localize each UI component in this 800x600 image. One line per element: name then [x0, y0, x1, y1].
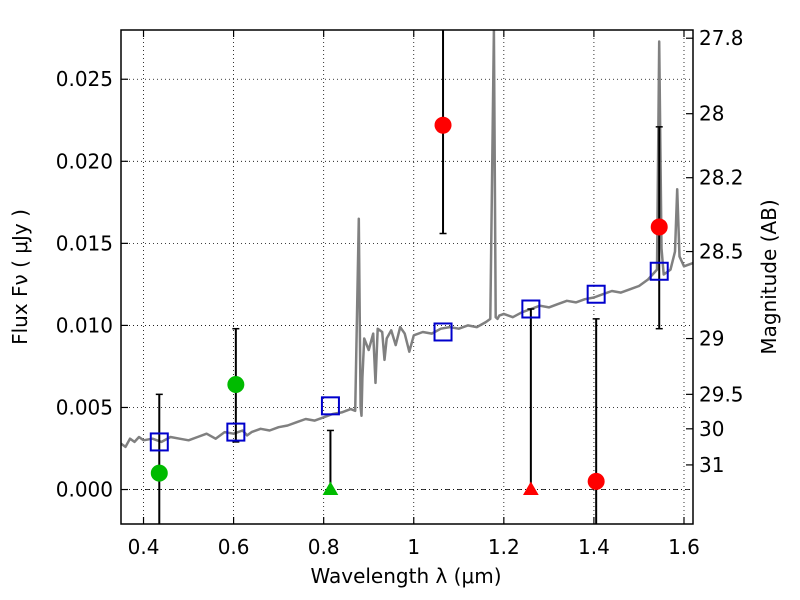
upper-limit-marker: [322, 481, 339, 496]
x-tick-label: 0.8: [308, 535, 340, 559]
y-tick-label: 0.010: [56, 313, 113, 337]
x-axis-label: Wavelength λ (μm): [310, 564, 501, 588]
magnitude-tick-label: 31: [699, 453, 724, 477]
x-tick-label: 1.2: [488, 535, 520, 559]
x-tick-label: 1.6: [668, 535, 700, 559]
y-tick-label: 0.020: [56, 149, 113, 173]
model-point-marker: [649, 261, 669, 281]
template-spectrum-line: [121, 30, 693, 449]
model-point-marker: [521, 299, 541, 319]
x-tick-label: 0.6: [218, 535, 250, 559]
magnitude-tick-label: 28.5: [699, 240, 744, 264]
observed-point-marker: [587, 472, 605, 490]
ticks: 0.4 0.6 0.8 1 1.2 1.4 1.6 0.000 0.005 0.010 0.015 0…: [56, 26, 744, 559]
observed-point-marker: [650, 218, 668, 236]
magnitude-tick-label: 28: [699, 102, 724, 126]
magnitude-tick-label: 29.5: [699, 382, 744, 406]
y-tick-label: 0.015: [56, 231, 113, 255]
x-tick-label: 1: [407, 535, 420, 559]
data-layer: [121, 30, 693, 524]
magnitude-tick-label: 29: [699, 327, 724, 351]
model-point-marker: [433, 322, 453, 342]
magnitude-tick-label: 28.2: [699, 166, 744, 190]
observed-point-marker: [434, 116, 452, 134]
magnitude-tick-label: 30: [699, 417, 724, 441]
model-point-marker: [149, 432, 169, 452]
observed-point-marker: [227, 375, 245, 393]
model-point-marker: [226, 422, 246, 442]
model-point-marker: [586, 284, 606, 304]
y-axis-right-label: Magnitude (AB): [757, 199, 781, 354]
plot-frame: [120, 29, 694, 525]
y-tick-label: 0.005: [56, 395, 113, 419]
upper-limit-marker: [522, 481, 539, 496]
magnitude-tick-label: 27.8: [699, 26, 744, 50]
observed-point-marker: [150, 464, 168, 482]
x-tick-label: 1.4: [578, 535, 610, 559]
plot-area: [121, 30, 693, 524]
y-tick-label: 0.025: [56, 67, 113, 91]
y-tick-label: 0.000: [56, 478, 113, 502]
x-tick-label: 0.4: [128, 535, 160, 559]
y-axis-label: Flux Fν ( μJy ): [8, 209, 32, 345]
model-point-marker: [320, 396, 340, 416]
